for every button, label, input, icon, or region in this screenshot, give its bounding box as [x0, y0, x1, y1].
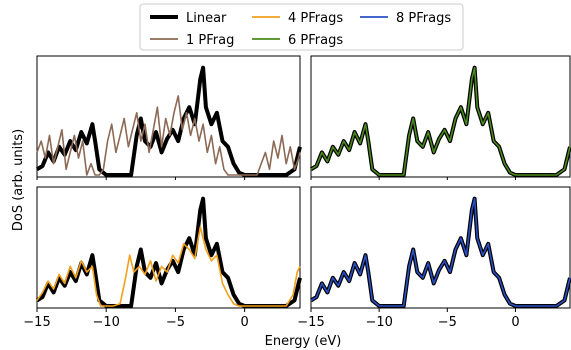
series-line-top-left-1-pfrag: [36, 95, 301, 176]
x-tick-label-bottom-left-3: 0: [240, 315, 248, 330]
legend-label-linear: Linear: [186, 11, 227, 26]
panel-top-left-frame: [36, 55, 301, 178]
x-axis-label: Energy (eV): [265, 334, 342, 349]
legend-label-1pfrag: 1 PFrag: [186, 33, 234, 48]
panel-bottom-right-frame: [310, 186, 571, 309]
x-tick-label-bottom-left-1: −10: [92, 315, 119, 330]
series-line-bottom-right-linear: [309, 196, 571, 308]
x-tick-label-bottom-left-0: −15: [23, 315, 50, 330]
y-axis-label: DoS (arb. units): [11, 129, 26, 231]
series-line-top-right-linear: [309, 65, 571, 177]
panel-bottom-left-frame: [36, 186, 301, 309]
legend-frame: [139, 3, 464, 51]
curves: [35, 65, 571, 308]
x-tick-label-bottom-left-2: −5: [166, 315, 185, 330]
series-line-bottom-left-4-pfrags: [36, 226, 301, 307]
legend-label-6pfrags: 6 PFrags: [288, 33, 343, 48]
legend-label-4pfrags: 4 PFrags: [288, 11, 343, 26]
series-line-bottom-right-8-pfrags: [310, 197, 571, 307]
series-line-top-right-6-pfrags: [310, 66, 571, 176]
series-line-bottom-left-linear: [35, 196, 302, 308]
x-tick-label-bottom-right-1: −10: [365, 315, 392, 330]
x-tick-label-bottom-right-0: −15: [297, 315, 324, 330]
x-tick-label-bottom-right-3: 0: [511, 315, 519, 330]
series-line-top-left-linear: [35, 65, 302, 177]
legend-label-8pfrags: 8 PFrags: [396, 11, 451, 26]
panel-top-right-frame: [310, 55, 571, 178]
x-tick-label-bottom-right-2: −5: [438, 315, 457, 330]
ticks: −15 −10 −5 0 −15 −10 −5 0: [23, 177, 520, 330]
legend: Linear 1 PFrag 4 PFrags 6 PFrags 8 PFrag…: [139, 3, 464, 51]
